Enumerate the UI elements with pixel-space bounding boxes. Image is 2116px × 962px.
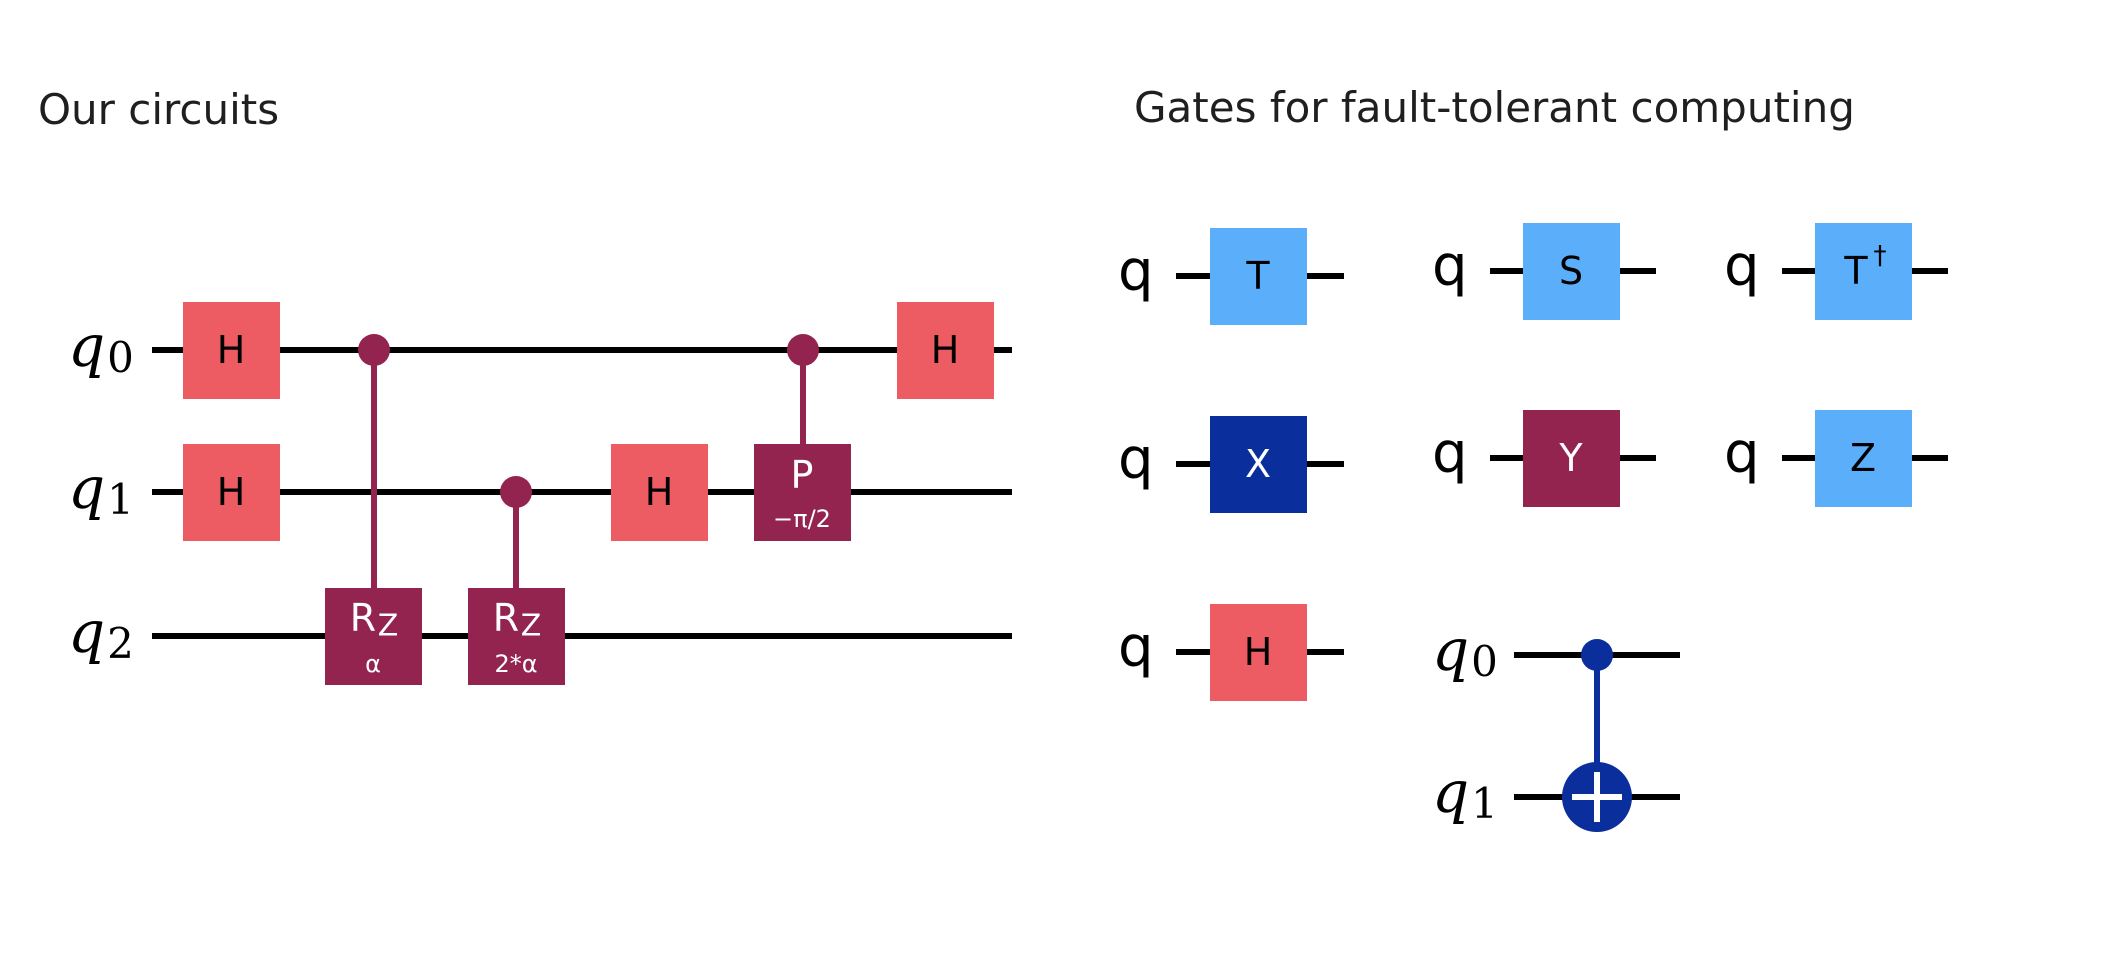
svg-text:q: q — [1432, 234, 1468, 299]
gate-tile-t-dagger: q T † — [1724, 223, 1948, 320]
svg-text:X: X — [1245, 442, 1271, 486]
svg-text:H: H — [931, 328, 960, 372]
wire-label-q1: q1 — [68, 454, 134, 524]
left-title: Our circuits — [38, 85, 279, 134]
svg-text:R: R — [493, 596, 519, 640]
gate-rz-alpha: R Z α — [325, 588, 422, 685]
svg-text:−π/2: −π/2 — [773, 505, 831, 533]
svg-text:2*α: 2*α — [494, 650, 537, 678]
svg-text:†: † — [1874, 241, 1887, 271]
svg-text:q: q — [1432, 421, 1468, 486]
wire-label-q2: q2 — [68, 598, 134, 668]
gate-h-q1-first: H — [183, 444, 280, 541]
svg-text:H: H — [217, 470, 246, 514]
gate-tile-cnot: q0 q1 — [1432, 616, 1680, 832]
svg-text:T: T — [1245, 254, 1270, 298]
gate-h-q0-second: H — [897, 302, 994, 399]
svg-text:q: q — [1118, 427, 1154, 492]
gate-h-q1-second: H — [611, 444, 708, 541]
svg-text:H: H — [217, 328, 246, 372]
gate-tile-t: q T — [1118, 228, 1344, 325]
svg-text:Z: Z — [521, 609, 542, 644]
fault-tolerant-gates: q T q S q T † q X q — [1118, 223, 1948, 832]
cnot-label-q0: q0 — [1432, 616, 1498, 686]
gate-tile-s: q S — [1432, 223, 1656, 320]
control-dot-rz2 — [500, 476, 532, 508]
svg-text:q: q — [1118, 615, 1154, 680]
svg-text:S: S — [1559, 249, 1583, 293]
svg-text:H: H — [645, 470, 674, 514]
cnot-control-dot — [1581, 639, 1613, 671]
control-dot-p — [787, 334, 819, 366]
svg-text:q: q — [1724, 234, 1760, 299]
svg-text:P: P — [791, 453, 814, 497]
gate-tile-x: q X — [1118, 416, 1344, 513]
svg-text:Z: Z — [378, 609, 399, 644]
svg-text:R: R — [350, 596, 376, 640]
gate-rz-2alpha: R Z 2*α — [468, 588, 565, 685]
right-title: Gates for fault-tolerant computing — [1134, 83, 1855, 132]
gate-p: P −π/2 — [754, 444, 851, 541]
svg-text:α: α — [365, 650, 381, 678]
svg-text:Z: Z — [1850, 436, 1876, 480]
svg-text:Y: Y — [1558, 436, 1583, 480]
gate-h-q0-first: H — [183, 302, 280, 399]
svg-text:H: H — [1244, 630, 1273, 674]
svg-text:q: q — [1724, 421, 1760, 486]
our-circuit: q0 q1 q2 H H R Z α — [68, 302, 1012, 685]
gate-tile-h: q H — [1118, 604, 1344, 701]
control-dot-rz1 — [358, 334, 390, 366]
cnot-label-q1: q1 — [1432, 758, 1498, 828]
svg-text:q: q — [1118, 239, 1154, 304]
gate-tile-z: q Z — [1724, 410, 1948, 507]
wire-label-q0: q0 — [68, 312, 134, 382]
gate-tile-y: q Y — [1432, 410, 1656, 507]
svg-text:T: T — [1843, 249, 1868, 293]
